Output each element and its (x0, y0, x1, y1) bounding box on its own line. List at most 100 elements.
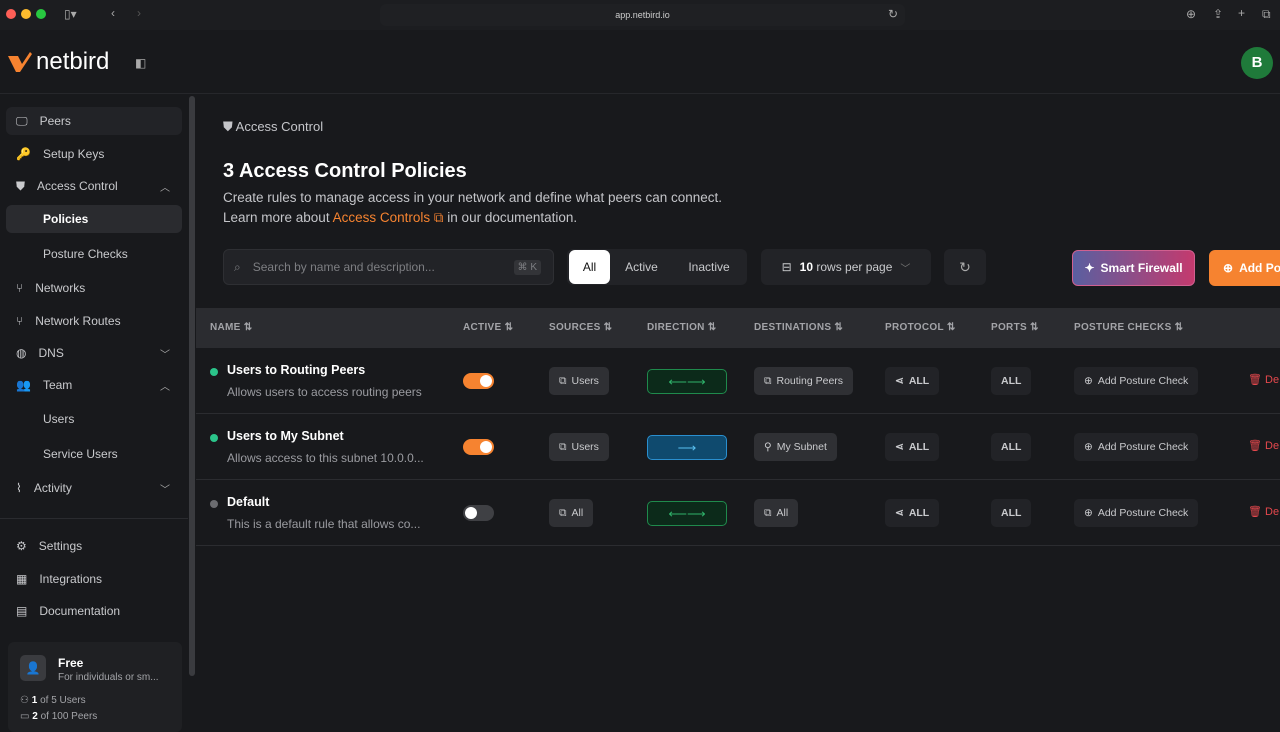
breadcrumb[interactable]: ⛊ Access Control (223, 119, 323, 135)
group-icon: ⧉ (559, 440, 567, 453)
sidebar-item-setup-keys[interactable]: 🔑 Setup Keys (6, 140, 182, 168)
bidirectional-arrow-icon: ⟵⟶ (668, 505, 706, 521)
user-avatar[interactable]: B (1241, 47, 1273, 79)
direction-indicator: ⟶ (647, 435, 727, 460)
sidebar-item-peers[interactable]: 🖵 Peers (6, 107, 182, 135)
smart-firewall-button[interactable]: ✦ Smart Firewall (1072, 250, 1195, 286)
add-posture-check-button[interactable]: ⊕ Add Posture Check (1074, 433, 1199, 461)
sort-icon: ⇅ (243, 322, 253, 333)
toggle-knob (480, 375, 492, 387)
table-row[interactable]: Default This is a default rule that allo… (196, 480, 1280, 546)
sidebar-item-label: Activity (33, 481, 72, 495)
source-label: Users (571, 375, 599, 387)
sidebar-item-label: Access Control (37, 179, 118, 193)
header-name[interactable]: NAME ⇅ (210, 322, 252, 333)
header-active[interactable]: ACTIVE ⇅ (463, 322, 513, 333)
source-group[interactable]: ⧉ Users (549, 433, 609, 461)
active-toggle[interactable] (463, 373, 494, 389)
sidebar-item-policies[interactable]: Policies (6, 205, 182, 233)
reload-icon[interactable]: ↻ (888, 7, 899, 21)
add-posture-check-button[interactable]: ⊕ Add Posture Check (1074, 367, 1199, 395)
search-input[interactable]: ⌕ Search by name and description... ⌘ K (223, 249, 554, 285)
sidebar-item-settings[interactable]: ⚙ Settings (6, 532, 182, 560)
refresh-button[interactable]: ↻ (944, 249, 986, 285)
peers-text: of 100 Peers (40, 711, 98, 722)
filter-inactive[interactable]: Inactive (673, 249, 745, 285)
table-row[interactable]: Users to My Subnet Allows access to this… (196, 414, 1280, 480)
tabs-icon[interactable]: ⧉ (1262, 7, 1271, 21)
source-label: Users (571, 441, 599, 453)
delete-button[interactable]: 🗑 De (1248, 505, 1279, 518)
header-ports[interactable]: PORTS ⇅ (991, 322, 1039, 333)
network-icon: ⚲ (764, 441, 772, 453)
sidebar-item-activity[interactable]: ⌇ Activity ﹀ (6, 474, 182, 502)
sidebar-item-service-users[interactable]: Service Users (6, 440, 182, 468)
protocol-label: ALL (908, 507, 930, 519)
filter-all[interactable]: All (569, 250, 610, 284)
sidebar-item-team[interactable]: 👥 Team ︿ (6, 371, 182, 399)
toggle-knob (480, 441, 492, 453)
add-posture-check-button[interactable]: ⊕ Add Posture Check (1074, 499, 1199, 527)
sidebar-item-dns[interactable]: ◍ DNS ﹀ (6, 339, 182, 367)
sidebar-item-documentation[interactable]: ▤ Documentation (6, 597, 182, 625)
users-text: of 5 Users (40, 695, 86, 706)
url-bar[interactable]: app.netbird.io (380, 4, 905, 26)
header-destinations[interactable]: DESTINATIONS ⇅ (754, 322, 843, 333)
delete-button[interactable]: 🗑 De (1248, 439, 1279, 452)
sidebar-toggle-icon[interactable]: ▯▾ (64, 7, 77, 21)
header-direction[interactable]: DIRECTION ⇅ (647, 322, 716, 333)
network-icon: ⑂ (16, 281, 24, 295)
download-icon[interactable]: ⊕ (1186, 7, 1197, 21)
active-toggle[interactable] (463, 505, 494, 521)
plan-description: For individuals or sm... (58, 672, 159, 683)
sidebar-item-network-routes[interactable]: ⑂ Network Routes (6, 307, 182, 335)
table-row[interactable]: Users to Routing Peers Allows users to a… (196, 348, 1280, 414)
sidebar-item-users[interactable]: Users (6, 405, 182, 433)
maximize-window-button[interactable] (36, 9, 46, 19)
add-policy-button[interactable]: ⊕ Add Po (1209, 250, 1280, 286)
destination-group[interactable]: ⚲ My Subnet (754, 433, 837, 461)
active-toggle[interactable] (463, 439, 494, 455)
sidebar-item-networks[interactable]: ⑂ Networks (6, 274, 182, 302)
users-count: 1 (31, 695, 38, 706)
access-controls-link[interactable]: Access Controls ⧉ (332, 210, 444, 225)
chevron-down-icon: ﹀ (160, 484, 170, 496)
sidebar-item-integrations[interactable]: ▦ Integrations (6, 565, 182, 593)
delete-button[interactable]: 🗑 De (1248, 373, 1279, 386)
share-icon[interactable]: ⇪ (1213, 7, 1224, 21)
destination-group[interactable]: ⧉ Routing Peers (754, 367, 854, 395)
shield-icon: ⛊ (223, 119, 236, 134)
ports-label: ALL (1001, 441, 1022, 453)
group-icon: ⧉ (764, 374, 772, 387)
policy-name[interactable]: Users to Routing Peers (227, 363, 366, 377)
forward-icon[interactable]: › (137, 6, 141, 20)
sort-icon: ⇅ (707, 322, 717, 333)
close-window-button[interactable] (6, 9, 16, 19)
rows-per-page-select[interactable]: ⊟ 10 rows per page ﹀ (761, 249, 931, 285)
back-icon[interactable]: ‹ (111, 6, 115, 20)
route-icon: ⑂ (16, 314, 24, 328)
filter-active[interactable]: Active (610, 249, 673, 285)
toggle-knob (465, 507, 477, 519)
destination-group[interactable]: ⧉ All (754, 499, 799, 527)
minimize-window-button[interactable] (21, 9, 31, 19)
header-posture-checks[interactable]: POSTURE CHECKS ⇅ (1074, 322, 1183, 333)
header-label: PORTS (991, 322, 1027, 333)
filter-label: Inactive (688, 260, 730, 274)
source-group[interactable]: ⧉ Users (549, 367, 609, 395)
header-protocol[interactable]: PROTOCOL ⇅ (885, 322, 956, 333)
policy-name[interactable]: Default (227, 495, 270, 509)
new-tab-icon[interactable]: + (1238, 6, 1246, 20)
collapse-sidebar-icon[interactable]: ◧ (135, 56, 147, 70)
header-sources[interactable]: SOURCES ⇅ (549, 322, 612, 333)
grid-icon: ▦ (16, 572, 28, 586)
policy-name[interactable]: Users to My Subnet (227, 429, 344, 443)
sidebar-item-posture-checks[interactable]: Posture Checks (6, 240, 182, 268)
header-divider (0, 93, 1280, 94)
sidebar-item-access-control[interactable]: ⛊ Access Control ︿ (6, 172, 182, 200)
source-group[interactable]: ⧉ All (549, 499, 594, 527)
sidebar-item-label: Network Routes (35, 314, 121, 328)
button-label: Add Posture Check (1097, 507, 1189, 519)
netbird-logo[interactable]: netbird (8, 48, 109, 76)
sidebar-scrollbar[interactable] (189, 96, 195, 676)
